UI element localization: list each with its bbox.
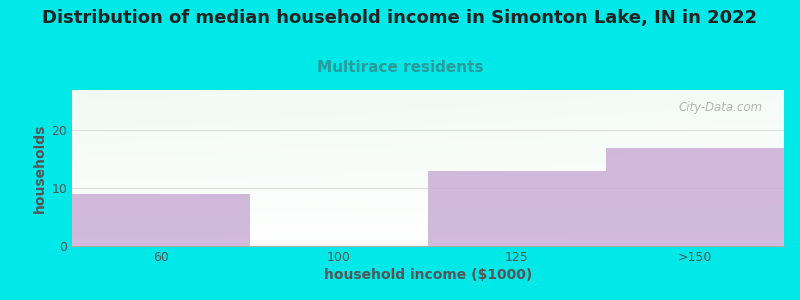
Text: Distribution of median household income in Simonton Lake, IN in 2022: Distribution of median household income …: [42, 9, 758, 27]
Text: Multirace residents: Multirace residents: [317, 60, 483, 75]
Bar: [72, 194, 250, 246]
Text: City-Data.com: City-Data.com: [678, 101, 762, 114]
Bar: [606, 148, 784, 246]
Y-axis label: households: households: [33, 123, 47, 213]
Bar: [428, 171, 606, 246]
X-axis label: household income ($1000): household income ($1000): [324, 268, 532, 282]
